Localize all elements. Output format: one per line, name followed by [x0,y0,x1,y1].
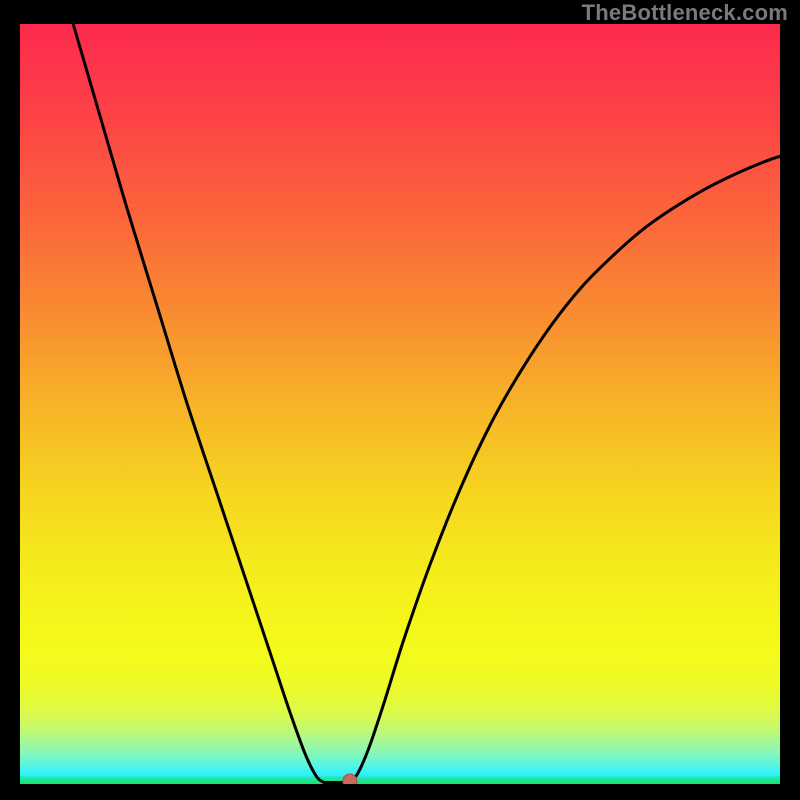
chart-container: { "chart": { "type": "line-on-gradient",… [0,0,800,800]
watermark-text: TheBottleneck.com [582,0,788,26]
gradient-background [20,24,780,784]
bottleneck-chart [0,0,800,800]
